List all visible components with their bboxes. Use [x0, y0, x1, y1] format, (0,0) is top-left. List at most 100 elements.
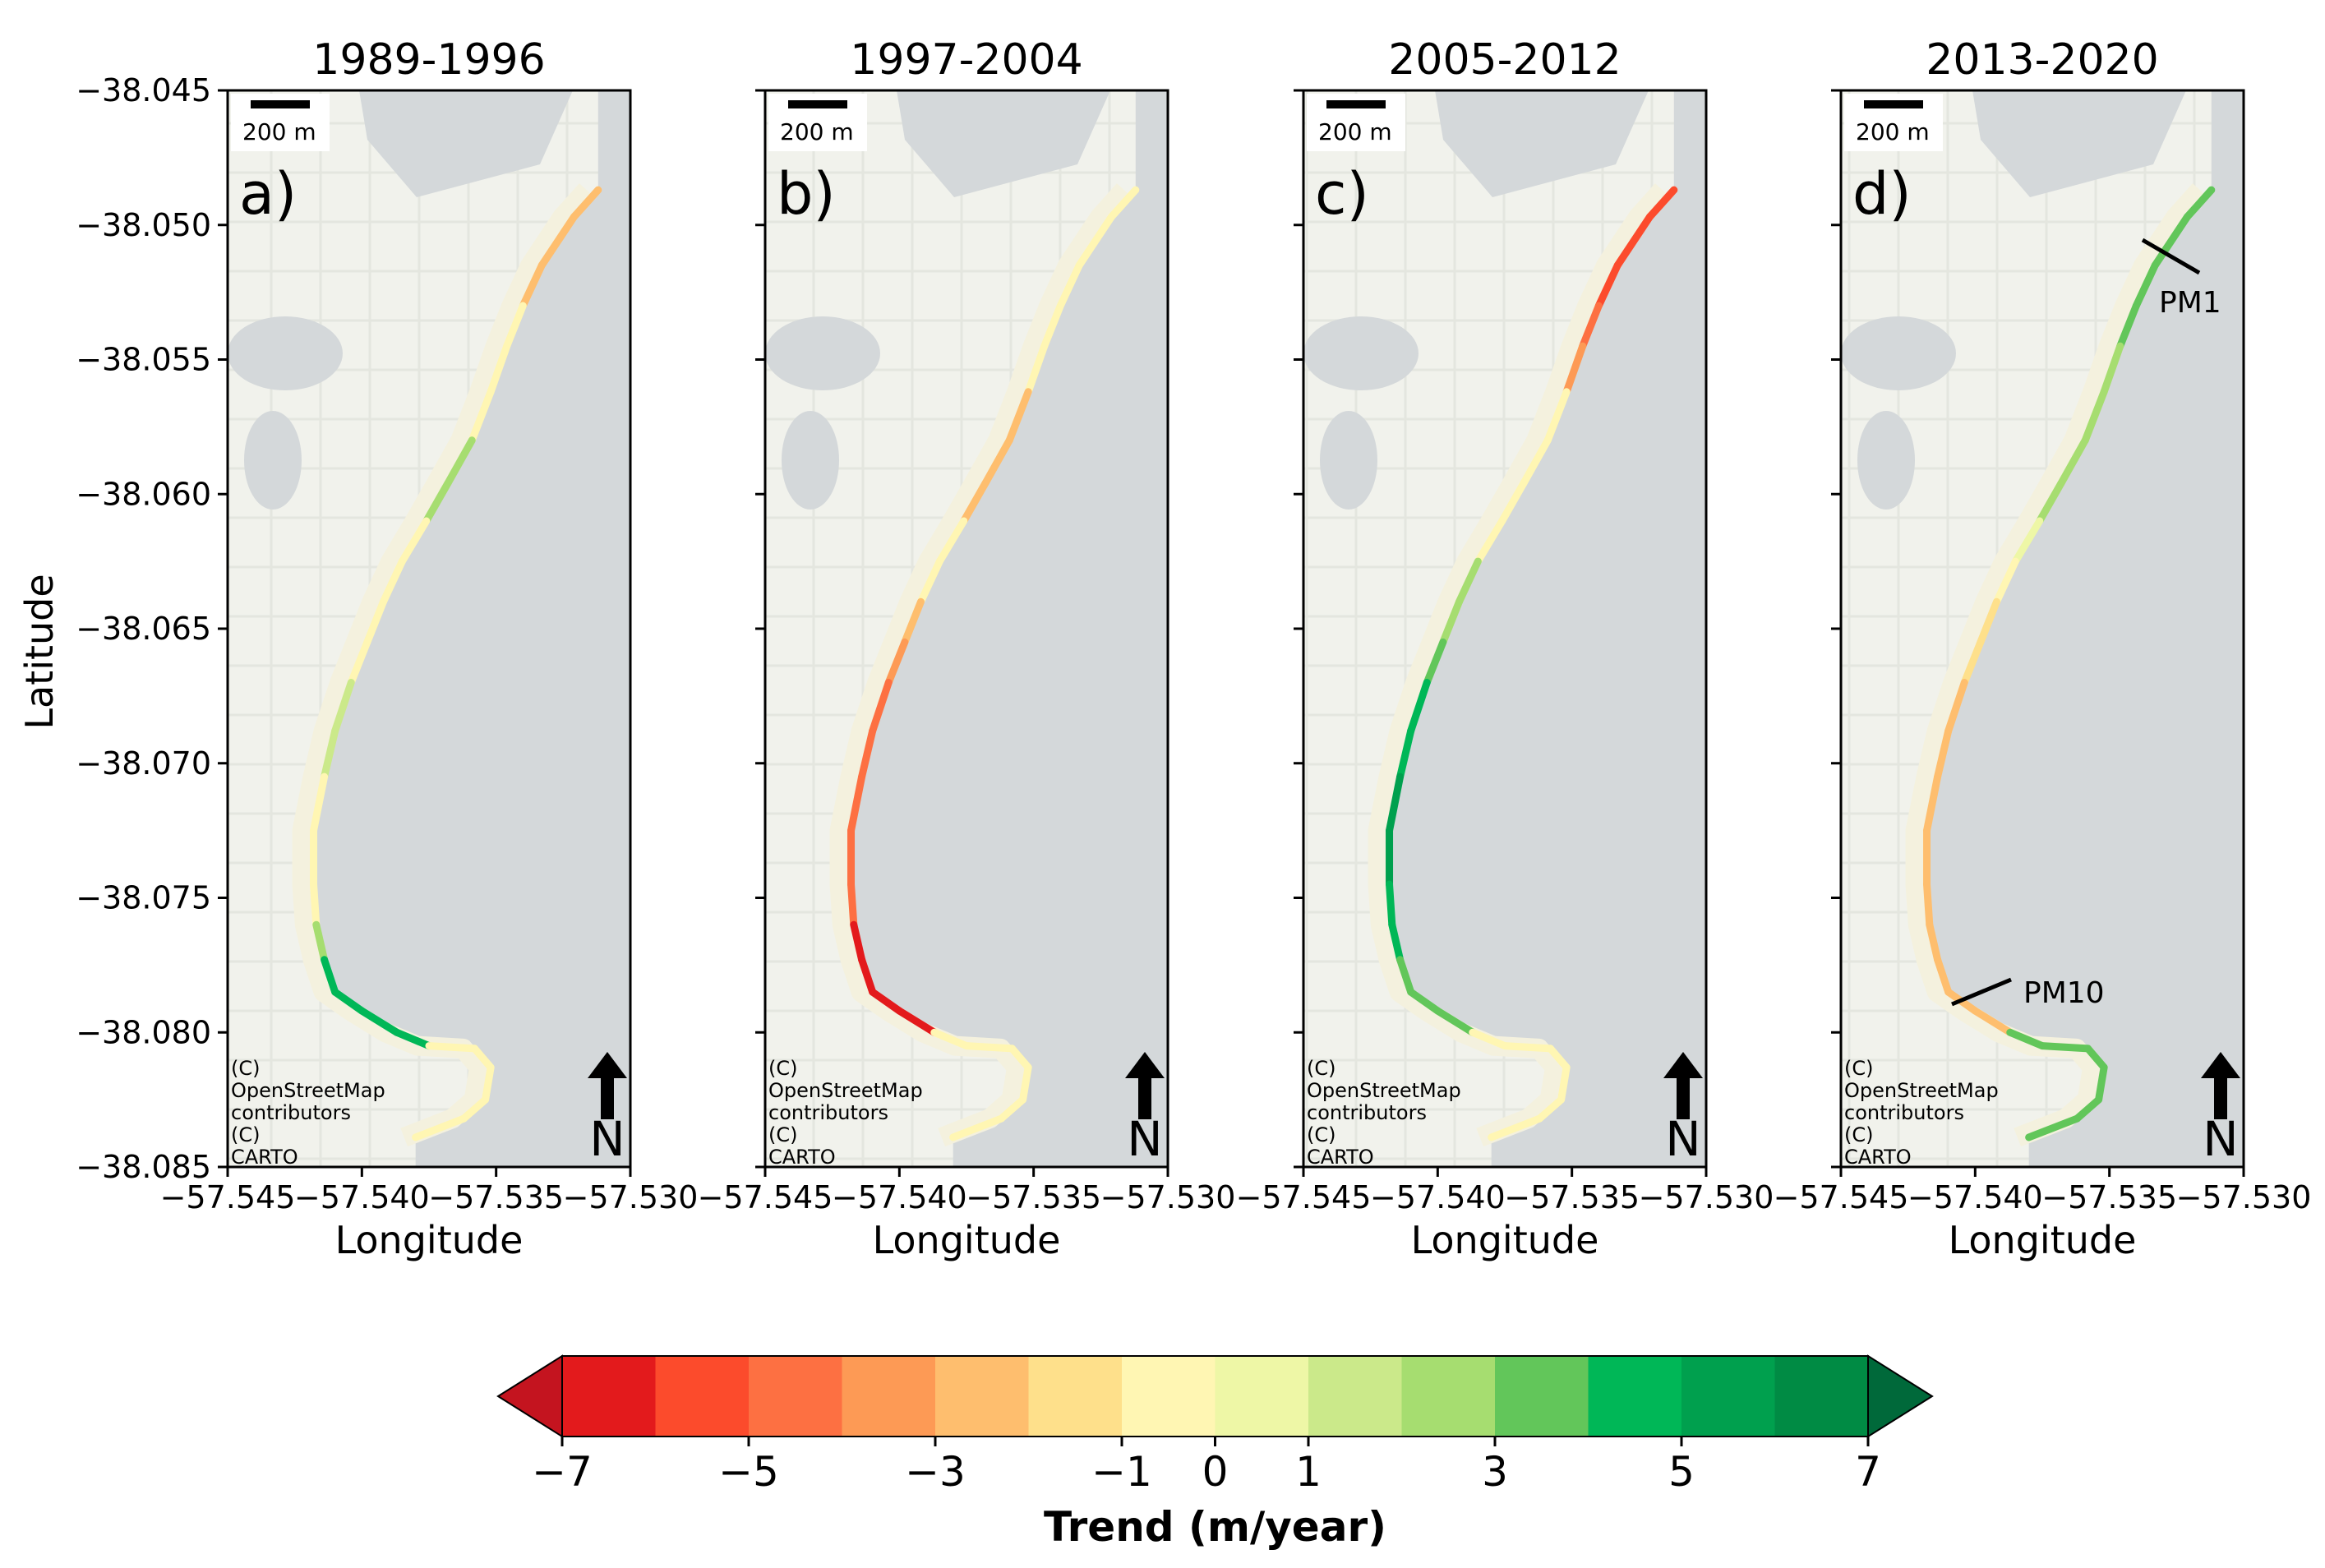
map-credit: CARTO	[1307, 1146, 1374, 1169]
north-arrow-shaft	[1138, 1077, 1151, 1119]
x-tick-label: −57.545	[1236, 1179, 1372, 1215]
x-tick-label: −57.530	[1639, 1179, 1774, 1215]
shoreline-segment	[2057, 436, 2089, 487]
colorbar-bin	[842, 1356, 936, 1437]
sea-area	[1389, 90, 1706, 1167]
colorbar-tick-label: 1	[1295, 1448, 1322, 1496]
shoreline-segment	[412, 1114, 468, 1141]
colorbar-bin	[1122, 1356, 1216, 1437]
shoreline-segment	[2100, 342, 2124, 396]
shoreline-segment	[1439, 597, 1463, 646]
shoreline-trend	[1386, 186, 1678, 1141]
colorbar-tick-label: −7	[532, 1448, 593, 1496]
x-tick-label: −57.540	[294, 1179, 430, 1215]
x-tick-label: −57.535	[428, 1179, 564, 1215]
shoreline-segment	[1934, 956, 1953, 996]
lagoon	[765, 316, 880, 390]
shoreline-segment	[468, 388, 495, 445]
shoreline-segment	[1075, 213, 1115, 270]
map-credit: (C)	[1844, 1123, 1873, 1146]
map-credit: CARTO	[1844, 1146, 1912, 1169]
map-credit: contributors	[1844, 1101, 1964, 1124]
map-credit: (C)	[768, 1123, 797, 1146]
shoreline-segment	[858, 956, 877, 996]
shoreline-segment	[1107, 186, 1140, 221]
shoreline-segment	[962, 1042, 1017, 1053]
shoreline-segment	[935, 517, 968, 565]
map-credit: (C)	[231, 1057, 260, 1080]
shoreline-segment	[2132, 261, 2159, 310]
y-axis-label: Latitude	[17, 574, 62, 729]
shoreline-segment	[1501, 1042, 1555, 1053]
shoreline-segment	[2081, 388, 2108, 445]
panel-title: 2013-2020	[1926, 35, 2158, 85]
shoreline-segment	[1613, 213, 1654, 270]
sea-area	[1926, 90, 2244, 1167]
colorbar-tick-label: 5	[1668, 1448, 1695, 1496]
port-basin	[359, 90, 573, 197]
shoreline-segment	[869, 679, 893, 735]
y-tick-label: −38.085	[76, 1149, 211, 1185]
y-tick-label: −38.050	[76, 207, 211, 243]
shoreline-segment	[1547, 1045, 1571, 1072]
x-tick-label: −57.545	[698, 1179, 833, 1215]
colorbar-tick-label: 7	[1855, 1448, 1881, 1496]
shoreline-segment	[1407, 988, 1442, 1015]
shoreline-segment	[519, 261, 546, 310]
x-tick-label: −57.545	[160, 1179, 296, 1215]
transect-pm1	[2141, 238, 2201, 275]
scale-bar-label: 200 m	[1318, 118, 1392, 145]
shoreline-segment	[997, 1095, 1027, 1123]
panels: 200 ma)(C)OpenStreetMapcontributors(C)CA…	[76, 35, 2311, 1262]
shoreline-segment	[1386, 772, 1405, 835]
north-label: N	[1665, 1111, 1700, 1167]
panel-title: 1997-2004	[850, 35, 1082, 85]
shoreline-segment	[1056, 261, 1083, 310]
map-credit: OpenStreetMap	[231, 1079, 385, 1102]
port-basin	[1435, 90, 1649, 197]
shoreline-segment	[471, 1045, 495, 1072]
colorbar-over-arrow	[1867, 1354, 1934, 1438]
north-arrow-shaft	[1677, 1077, 1690, 1119]
scale-bar	[788, 100, 847, 108]
shoreline-segment	[1960, 638, 1985, 686]
shoreline-segment	[869, 988, 903, 1015]
colorbar-label: Trend (m/year)	[1044, 1503, 1386, 1551]
north-arrow-icon	[2201, 1052, 2240, 1078]
x-tick-label: −57.535	[1504, 1179, 1640, 1215]
shoreline-segment	[895, 1007, 939, 1036]
shoreline-segment	[482, 1063, 495, 1104]
map-panel-b: 200 mb)(C)OpenStreetMapcontributors(C)CA…	[698, 35, 1236, 1262]
shoreline-segment	[2025, 1114, 2081, 1141]
colorbar-tick-label: 3	[1482, 1448, 1508, 1496]
shoreline-segment	[1024, 342, 1049, 396]
shoreline-segment	[1579, 302, 1603, 350]
x-axis-label: Longitude	[335, 1218, 524, 1262]
shoreline-segment	[2116, 302, 2140, 350]
shoreline-segment	[850, 920, 866, 964]
shoreline-segment	[1923, 880, 1934, 929]
scale-bar-label: 200 m	[1856, 118, 1930, 145]
shoreline-segment	[930, 1028, 971, 1050]
panel-letter: c)	[1315, 160, 1369, 228]
sea-area	[313, 90, 630, 1167]
scale-bar	[1326, 100, 1386, 108]
map-credit: (C)	[1307, 1057, 1335, 1080]
shoreline-segment	[916, 557, 943, 606]
y-tick-label: −38.070	[76, 745, 211, 782]
map-credit: (C)	[1844, 1057, 1873, 1080]
basemap	[228, 90, 630, 1167]
colorbar-bin	[1588, 1356, 1682, 1437]
x-tick-label: −57.540	[1908, 1179, 2043, 1215]
map-credit: contributors	[768, 1101, 888, 1124]
shoreline-segment	[2006, 1028, 2046, 1050]
north-arrow-shaft	[601, 1077, 614, 1119]
lagoon	[1841, 316, 1956, 390]
shoreline-trend	[1923, 186, 2216, 1141]
shoreline-segment	[1934, 726, 1953, 781]
shoreline-trend	[310, 186, 602, 1141]
shoreline-segment	[379, 557, 406, 606]
y-tick-label: −38.080	[76, 1014, 211, 1050]
shoreline-segment	[1926, 920, 1942, 964]
